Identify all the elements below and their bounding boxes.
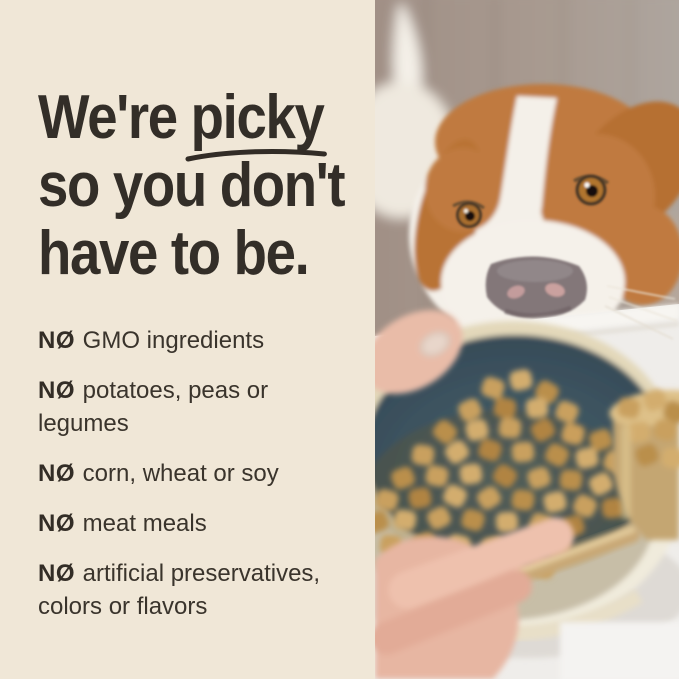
claim-text: corn, wheat or soy	[82, 460, 279, 487]
table-bottom-right	[560, 622, 679, 679]
list-item: NØ potatoes, peas or legumes	[38, 374, 355, 440]
no-symbol: NØ	[38, 377, 75, 404]
hand-drawn-underline	[185, 149, 328, 162]
dog-white-blaze	[495, 96, 557, 247]
list-item: NØ corn, wheat or soy	[38, 457, 355, 490]
no-symbol: NØ	[38, 510, 75, 537]
headline: We're picky so you don't have to be.	[38, 84, 355, 288]
list-item: NØ artificial preservatives, colors or fl…	[38, 557, 355, 623]
headline-line1-pre: We're	[38, 83, 191, 152]
headline-line-1: We're picky	[38, 83, 328, 162]
headline-emphasis-word: picky	[185, 84, 328, 162]
headline-line-2: so you don't	[38, 151, 346, 220]
dog-nostril	[507, 285, 525, 299]
hand	[375, 310, 575, 679]
list-item: NØ GMO ingredients	[38, 324, 355, 357]
dog-whiskers	[604, 285, 678, 340]
photo-illustration	[375, 0, 679, 679]
list-item: NØ meat meals	[38, 507, 355, 540]
index-finger	[388, 517, 575, 609]
gold-scoop	[609, 387, 679, 540]
claim-text: meat meals	[82, 510, 207, 537]
no-symbol: NØ	[38, 460, 75, 487]
middle-finger	[375, 569, 533, 655]
claim-text: GMO ingredients	[82, 327, 265, 354]
text-panel: We're picky so you don't have to be. NØ G…	[0, 0, 375, 679]
no-symbol: NØ	[38, 560, 75, 587]
no-claims-list: NØ GMO ingredients NØ potatoes, peas or le…	[38, 324, 355, 623]
dog-nostril	[545, 283, 565, 297]
claim-text: potatoes, peas or legumes	[38, 377, 269, 437]
dog-tail	[393, 4, 422, 108]
no-symbol: NØ	[38, 327, 75, 354]
dog-face-details	[452, 174, 610, 319]
dog-photo	[375, 0, 679, 679]
claim-text: artificial preservatives, colors or flav…	[38, 560, 321, 620]
headline-line-3: have to be.	[38, 219, 310, 288]
